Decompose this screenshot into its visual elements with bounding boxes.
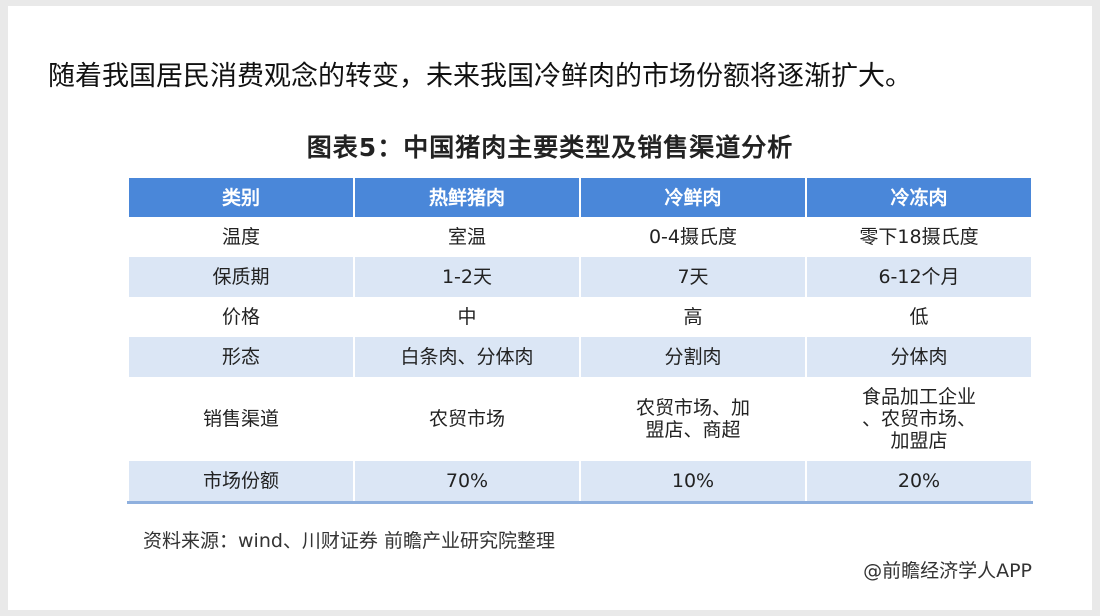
table-cell: 零下18摄氏度 bbox=[805, 217, 1033, 257]
table-row: 形态 白条肉、分体肉 分割肉 分体肉 bbox=[127, 337, 1033, 377]
table-row: 温度 室温 0-4摄氏度 零下18摄氏度 bbox=[127, 217, 1033, 257]
table-row: 销售渠道 农贸市场 农贸市场、加 盟店、商超 食品加工企业 、农贸市场、 加盟店 bbox=[127, 377, 1033, 461]
table-cell: 分体肉 bbox=[805, 337, 1033, 377]
table-cell: 价格 bbox=[127, 297, 355, 337]
table-cell: 农贸市场、加 盟店、商超 bbox=[579, 377, 807, 461]
table-cell: 农贸市场 bbox=[353, 377, 581, 461]
table-cell: 0-4摄氏度 bbox=[579, 217, 807, 257]
table-cell: 食品加工企业 、农贸市场、 加盟店 bbox=[805, 377, 1033, 461]
header-cell: 类别 bbox=[127, 178, 355, 217]
headline: 随着我国居民消费观念的转变，未来我国冷鲜肉的市场份额将逐渐扩大。 bbox=[48, 61, 912, 92]
table-cell: 1-2天 bbox=[353, 257, 581, 297]
table-row: 价格中高低 bbox=[127, 297, 1033, 337]
table-header-row: 类别 热鲜猪肉 冷鲜肉 冷冻肉 bbox=[127, 178, 1033, 217]
header-cell: 热鲜猪肉 bbox=[353, 178, 581, 217]
table-row: 保质期 1-2天 7天 6-12个月 bbox=[127, 257, 1033, 297]
table-cell: 70% bbox=[353, 461, 581, 504]
table-cell: 白条肉、分体肉 bbox=[353, 337, 581, 377]
slide: 随着我国居民消费观念的转变，未来我国冷鲜肉的市场份额将逐渐扩大。 图表5：中国猪… bbox=[8, 6, 1092, 610]
table-cell: 低 bbox=[805, 297, 1033, 337]
table-row: 市场份额 70% 10% 20% bbox=[127, 461, 1033, 504]
table-cell: 6-12个月 bbox=[805, 257, 1033, 297]
source-note: 资料来源：wind、川财证券 前瞻产业研究院整理 bbox=[143, 530, 555, 552]
table-cell: 中 bbox=[353, 297, 581, 337]
table-cell: 保质期 bbox=[127, 257, 355, 297]
table-cell: 温度 bbox=[127, 217, 355, 257]
header-cell: 冷冻肉 bbox=[805, 178, 1033, 217]
table-cell: 高 bbox=[579, 297, 807, 337]
pork-type-table: 类别 热鲜猪肉 冷鲜肉 冷冻肉 温度 室温 0-4摄氏度 零下18摄氏度 保质期 1-2天… bbox=[127, 178, 1033, 504]
table-cell: 市场份额 bbox=[127, 461, 355, 504]
header-cell: 冷鲜肉 bbox=[579, 178, 807, 217]
table-cell: 10% bbox=[579, 461, 807, 504]
table-cell: 20% bbox=[805, 461, 1033, 504]
table-cell: 室温 bbox=[353, 217, 581, 257]
credit: @前瞻经济学人APP bbox=[863, 560, 1032, 582]
table-cell: 7天 bbox=[579, 257, 807, 297]
figure-title: 图表5：中国猪肉主要类型及销售渠道分析 bbox=[306, 133, 794, 162]
table-cell: 销售渠道 bbox=[127, 377, 355, 461]
table-cell: 分割肉 bbox=[579, 337, 807, 377]
table-cell: 形态 bbox=[127, 337, 355, 377]
